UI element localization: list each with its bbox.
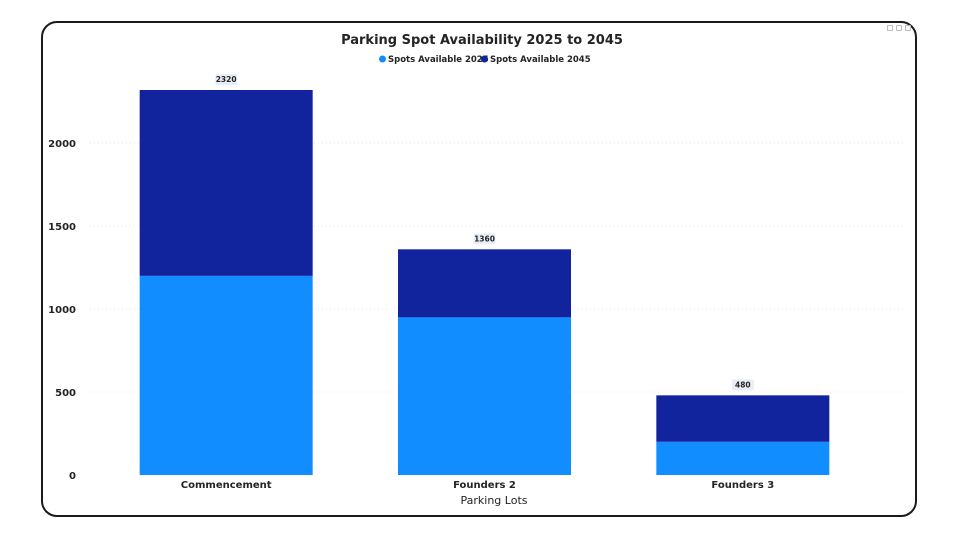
focus-mode-icon[interactable]: [896, 25, 902, 31]
data-label-bg: [731, 379, 754, 391]
data-label-text: 480: [735, 380, 751, 389]
visual-toolbar: [887, 25, 911, 31]
y-tick-label: 1500: [48, 222, 76, 233]
more-options-icon[interactable]: [905, 25, 911, 31]
y-tick-label: 500: [55, 388, 76, 399]
legend-label[interactable]: Spots Available 2045: [490, 55, 591, 65]
y-axis: 0 500 1000 1500 2000: [48, 139, 76, 482]
x-tick-label: Commencement: [181, 480, 272, 491]
data-label-text: 1360: [474, 234, 495, 243]
bar-segment[interactable]: [139, 275, 313, 475]
data-label-bg: [473, 233, 496, 245]
x-tick-label: Founders 2: [453, 480, 516, 491]
data-label: 2320: [215, 74, 238, 85]
data-label: 480: [731, 379, 754, 391]
bar-segment[interactable]: [398, 317, 571, 475]
legend-label[interactable]: Spots Available 2025: [388, 55, 489, 65]
bar-segment[interactable]: [139, 90, 313, 276]
bars: 2320 1360 480: [139, 74, 830, 475]
data-label-bg: [215, 74, 238, 85]
legend: Spots Available 2025 Spots Available 2045: [379, 55, 591, 65]
bar-segment[interactable]: [656, 395, 830, 442]
legend-marker[interactable]: [379, 55, 386, 63]
x-axis-title: Parking Lots: [461, 494, 528, 507]
data-label: 1360: [473, 233, 496, 245]
legend-marker[interactable]: [481, 55, 488, 63]
bar-segment[interactable]: [656, 441, 830, 475]
data-label-text: 2320: [216, 75, 237, 84]
bar-segment[interactable]: [398, 249, 571, 318]
y-tick-label: 2000: [48, 139, 76, 150]
y-tick-label: 0: [69, 471, 76, 482]
y-tick-label: 1000: [48, 305, 76, 316]
filter-icon[interactable]: [887, 25, 893, 31]
x-tick-label: Founders 3: [711, 480, 774, 491]
x-axis: Commencement Founders 2 Founders 3: [181, 480, 774, 491]
chart-title: Parking Spot Availability 2025 to 2045: [341, 33, 623, 48]
